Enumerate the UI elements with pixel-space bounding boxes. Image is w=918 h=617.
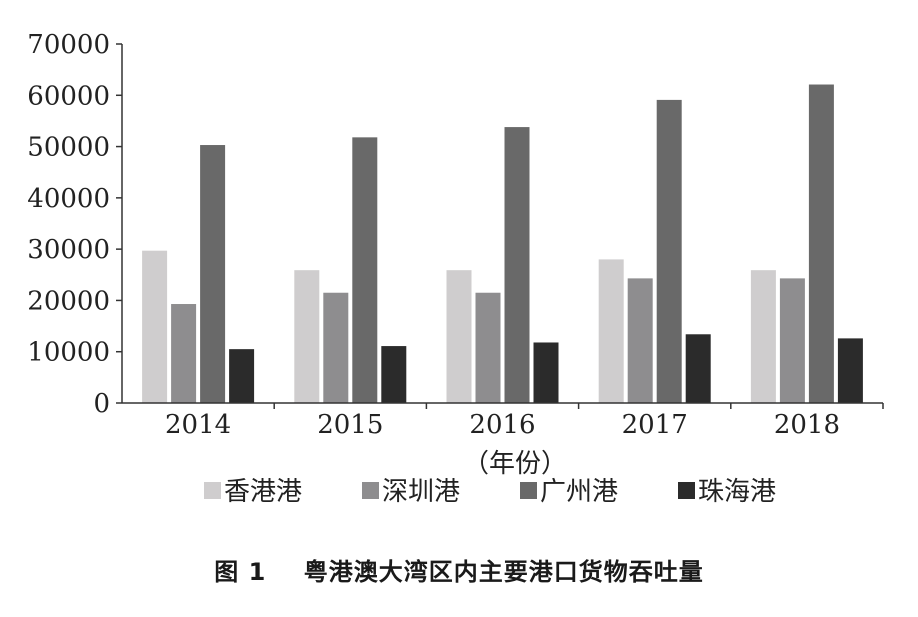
x-axis: 2014 2015 2016 2017 2018 xyxy=(122,402,884,440)
y-tick-label: 30000 xyxy=(27,235,110,265)
legend-label: 深圳港 xyxy=(382,477,460,507)
legend-swatch xyxy=(204,482,221,499)
bar-2014-广州港 xyxy=(200,145,226,404)
bar-2014-深圳港 xyxy=(171,304,197,403)
bar-2017-广州港 xyxy=(656,99,682,403)
bar-2017-珠海港 xyxy=(685,334,711,403)
legend-swatch xyxy=(520,482,537,499)
bar-2015-深圳港 xyxy=(323,292,349,403)
bar-2014-香港港 xyxy=(142,250,168,403)
x-tick-label: 2014 xyxy=(165,410,231,440)
bar-2018-珠海港 xyxy=(837,338,863,403)
x-tick-label: 2018 xyxy=(774,410,840,440)
x-axis-title: （年份） xyxy=(463,449,567,479)
bars xyxy=(142,84,863,404)
x-tick-label: 2015 xyxy=(317,410,383,440)
bar-2017-深圳港 xyxy=(627,278,653,403)
bar-2016-香港港 xyxy=(446,270,472,403)
legend-label: 广州港 xyxy=(540,477,618,507)
bar-2014-珠海港 xyxy=(229,349,255,403)
y-tick-label: 70000 xyxy=(27,30,110,60)
y-tick-label: 50000 xyxy=(27,133,110,163)
bar-2015-香港港 xyxy=(294,270,320,403)
y-tick-label: 10000 xyxy=(27,338,110,368)
y-tick-label: 0 xyxy=(93,389,110,419)
bar-2018-深圳港 xyxy=(779,278,805,403)
figure-caption: 图 1 粤港澳大湾区内主要港口货物吞吐量 xyxy=(214,558,704,586)
y-tick-label: 60000 xyxy=(27,81,110,111)
bar-2015-广州港 xyxy=(352,137,378,403)
y-axis: 0 10000 20000 30000 40000 50000 60000 70000 xyxy=(27,30,123,419)
bar-2016-深圳港 xyxy=(475,292,501,403)
bar-2017-香港港 xyxy=(598,259,624,403)
legend-label: 珠海港 xyxy=(698,477,776,507)
legend: 香港港 深圳港 广州港 珠海港 xyxy=(204,477,776,507)
legend-swatch xyxy=(678,482,695,499)
legend-swatch xyxy=(362,482,379,499)
bar-2015-珠海港 xyxy=(381,346,407,403)
y-tick-label: 40000 xyxy=(27,184,110,214)
legend-label: 香港港 xyxy=(224,477,302,507)
bar-2016-广州港 xyxy=(504,127,530,403)
bar-2018-香港港 xyxy=(750,270,776,403)
bar-2016-珠海港 xyxy=(533,342,559,403)
y-tick-label: 20000 xyxy=(27,286,110,316)
x-tick-label: 2016 xyxy=(469,410,535,440)
x-tick-label: 2017 xyxy=(622,410,688,440)
bar-2018-广州港 xyxy=(808,84,834,403)
